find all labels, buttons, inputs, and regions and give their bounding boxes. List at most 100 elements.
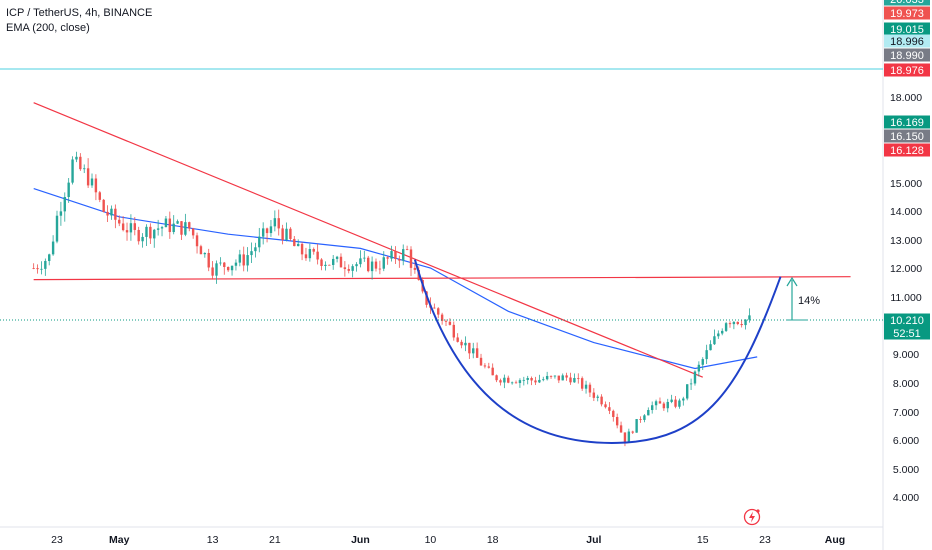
- price-tick-label: 5.000: [893, 464, 919, 476]
- candle-body: [335, 256, 339, 259]
- candle-body: [63, 197, 66, 212]
- candle-body: [615, 416, 619, 426]
- candle-body: [437, 308, 440, 315]
- candle-body: [211, 267, 214, 276]
- candle-body: [207, 252, 210, 268]
- price-badge: [884, 143, 930, 157]
- candle-body: [627, 431, 631, 443]
- candle-body: [588, 384, 592, 393]
- candle-body: [226, 266, 230, 271]
- candle-body: [689, 383, 693, 385]
- candle-body: [137, 229, 140, 242]
- price-axis[interactable]: 4.000 5.000 6.000 7.000 8.000 9.000 11.000 12.0…: [890, 92, 922, 504]
- time-axis[interactable]: 23 May 13 21 Jun 10 18 Jul 15 23 Aug: [51, 534, 845, 546]
- candle-body: [176, 221, 179, 224]
- candle-body: [129, 223, 133, 233]
- price-badge: [884, 22, 930, 36]
- candle-body: [518, 380, 522, 384]
- plot-area[interactable]: [0, 0, 883, 527]
- price-badge: [884, 115, 930, 129]
- candle-body: [36, 268, 39, 270]
- candle-body: [510, 382, 514, 384]
- candle-body: [40, 268, 43, 270]
- candle-body: [242, 254, 245, 266]
- candle-body: [285, 228, 288, 240]
- price-badge-label: 16.169: [890, 117, 924, 129]
- candle-body: [701, 359, 704, 365]
- candle-body: [133, 223, 137, 230]
- trend-line[interactable]: [33, 102, 703, 378]
- candle-body: [538, 379, 541, 383]
- candle-body: [378, 268, 382, 270]
- candle-body: [277, 218, 280, 229]
- candle-body: [623, 432, 627, 443]
- candle-body: [487, 366, 491, 368]
- candle-body: [94, 178, 98, 193]
- time-tick-label: 15: [697, 534, 709, 546]
- time-tick-label: 10: [425, 534, 437, 546]
- candle-body: [643, 415, 646, 420]
- time-tick-label: Jun: [351, 534, 370, 546]
- candle-body: [600, 396, 603, 405]
- time-tick-label: 21: [269, 534, 281, 546]
- candle-body: [351, 266, 354, 271]
- price-tick-label: 12.000: [890, 263, 922, 275]
- candle-body: [328, 264, 331, 266]
- cup-curve[interactable]: [413, 259, 782, 444]
- price-badge: [884, 326, 930, 340]
- candle-body: [254, 247, 257, 252]
- symbol-title[interactable]: ICP / TetherUS, 4h, BINANCE: [6, 7, 153, 19]
- candle-body: [685, 384, 689, 399]
- candle-body: [744, 319, 747, 326]
- candle-body: [557, 375, 561, 381]
- candle-body: [32, 268, 35, 269]
- candle-body: [172, 223, 175, 233]
- indicator-label[interactable]: EMA (200, close): [6, 22, 90, 34]
- candle-body: [246, 255, 249, 266]
- price-badge-label: 18.996: [890, 36, 924, 48]
- candle-body: [320, 259, 323, 267]
- candle-body: [604, 404, 607, 408]
- price-badge-label: 20.033: [890, 0, 924, 6]
- candle-body: [168, 218, 172, 233]
- candle-body: [234, 262, 238, 266]
- candle-body: [51, 241, 55, 255]
- candle-body: [619, 425, 623, 433]
- candle-body: [219, 262, 222, 264]
- candle-body: [188, 222, 191, 229]
- candle-body: [460, 341, 463, 346]
- candle-body: [160, 227, 164, 229]
- candle-body: [507, 377, 510, 383]
- chart-legend: ICP / TetherUS, 4h, BINANCE EMA (200, cl…: [6, 6, 152, 36]
- candle-body: [281, 228, 284, 240]
- time-tick-label: Jul: [586, 534, 601, 546]
- time-tick-label: 23: [759, 534, 771, 546]
- candle-body: [293, 238, 296, 247]
- candle-body: [705, 350, 708, 360]
- candle-body: [195, 235, 199, 247]
- candle-body: [409, 249, 413, 268]
- trend-line[interactable]: [33, 276, 851, 281]
- candle-body: [184, 222, 187, 235]
- price-tick-label: 11.000: [890, 292, 921, 304]
- candle-body: [180, 221, 183, 235]
- price-badge: [884, 0, 930, 6]
- candle-body: [86, 168, 90, 186]
- candle-body: [499, 380, 502, 383]
- candle-body: [145, 226, 148, 237]
- candle-body: [153, 229, 156, 239]
- price-badge-label: 19.015: [890, 24, 924, 36]
- candle-body: [573, 377, 576, 383]
- lightning-icon[interactable]: [743, 508, 761, 526]
- candle-body: [639, 419, 642, 420]
- candle-body: [565, 375, 568, 378]
- candle-body: [650, 405, 654, 411]
- candle-body: [479, 357, 483, 366]
- price-badge-label: 16.128: [890, 145, 924, 157]
- candle-body: [678, 400, 681, 407]
- candle-body: [261, 228, 265, 237]
- candle-body: [106, 211, 109, 216]
- candle-body: [308, 249, 312, 259]
